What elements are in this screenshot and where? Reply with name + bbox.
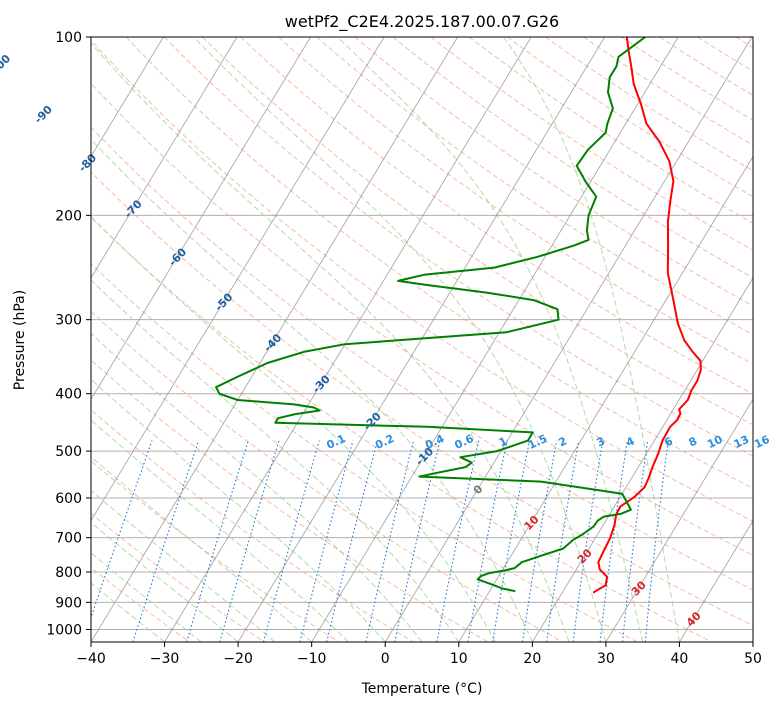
dry-adiabat-line [91, 171, 753, 627]
mixing-ratio-label: 16 [752, 433, 772, 451]
moist-adiabat-line [91, 378, 386, 642]
y-tick-label: 700 [55, 531, 82, 547]
moist-adiabat-line [91, 279, 460, 642]
y-tick-label: 900 [55, 595, 82, 611]
isotherm-line [91, 37, 164, 158]
x-tick-label: 50 [744, 651, 762, 667]
moist-adiabat-line [91, 419, 349, 642]
dry-adiabat-line [91, 126, 753, 591]
y-tick-label: 600 [55, 491, 82, 507]
dry-adiabats [91, 37, 753, 642]
mixing-ratio-line [186, 440, 249, 642]
dry-adiabat-line [316, 37, 753, 336]
dry-adiabat-line [354, 37, 753, 307]
isotherm-line [311, 37, 679, 642]
isotherm-line [458, 155, 753, 642]
mixing-ratio-line [299, 440, 354, 642]
mixing-ratio-line [622, 440, 649, 642]
mixing-ratio-line [521, 440, 558, 642]
moist-adiabat-line [91, 489, 276, 642]
plot-area [91, 37, 753, 642]
moist-adiabat-line [91, 138, 533, 642]
dry-adiabat-line [91, 310, 563, 642]
y-tick-label: 100 [55, 30, 82, 46]
y-tick-label: 200 [55, 208, 82, 224]
sounding-series [215, 37, 702, 594]
dry-adiabat-line [392, 37, 753, 279]
mixing-ratio-line [572, 440, 604, 642]
moist-adiabat-line [91, 521, 239, 642]
isobar-grid [91, 37, 753, 630]
mixing-ratio-line [365, 440, 415, 642]
x-tick-label: −30 [150, 651, 180, 667]
y-tick-label: 400 [55, 387, 82, 403]
mixing-ratio-line [546, 440, 580, 642]
mixing-ratio-label: 10 [705, 433, 725, 451]
isotherm-line [91, 37, 238, 279]
x-tick-label: −20 [223, 651, 253, 667]
x-axis: −40 −30 −20 −10 0 10 20 30 40 50 [76, 642, 762, 667]
dry-adiabat-line [91, 263, 638, 642]
isotherm-line [679, 519, 753, 642]
isotherm-line [91, 37, 459, 642]
mixing-ratio-lines [91, 440, 669, 642]
moist-adiabat-line [503, 37, 680, 642]
isotherm-grid [91, 37, 753, 642]
dry-adiabat-line [240, 37, 753, 395]
moist-adiabat-line [91, 215, 497, 642]
moist-adiabat-line [91, 332, 423, 642]
isotherm-line [605, 398, 753, 642]
isotherm-line [384, 37, 753, 642]
moist-adiabat-line [193, 37, 607, 642]
isotherm-line [91, 37, 385, 522]
dry-adiabat-line [583, 37, 753, 146]
dry-adiabat-line [91, 39, 753, 522]
mixing-ratio-line [599, 440, 628, 642]
x-axis-label: Temperature (°C) [361, 681, 483, 697]
dry-adiabat-line [125, 37, 753, 489]
x-tick-label: 40 [671, 651, 689, 667]
moist-adiabat-line [91, 42, 570, 642]
moist-adiabats [91, 37, 680, 642]
moist-adiabat-line [91, 552, 202, 642]
y-axis-label: Pressure (hPa) [12, 290, 28, 390]
dry-adiabat-line [91, 82, 753, 556]
mixing-ratio-line [219, 440, 280, 642]
x-tick-label: −40 [76, 651, 106, 667]
mixing-ratio-line [436, 440, 480, 642]
x-tick-label: 20 [523, 651, 541, 667]
isotherm-line [91, 37, 311, 401]
dry-adiabat-line [506, 37, 753, 198]
y-tick-label: 800 [55, 565, 82, 581]
temperature-line [592, 37, 702, 594]
x-tick-label: 10 [450, 651, 468, 667]
mixing-ratio-line [467, 440, 508, 642]
y-axis: 100 200 300 400 500 600 700 800 900 1000 [46, 30, 91, 638]
dry-adiabat-line [430, 37, 753, 251]
dry-adiabat-line [91, 409, 414, 642]
moist-adiabat-line [91, 582, 165, 642]
y-tick-label: 500 [55, 444, 82, 460]
dry-adiabat-line [164, 37, 753, 457]
plot-frame [90, 36, 754, 643]
chart-title: wetPf2_C2E4.2025.187.00.07.G26 [285, 12, 559, 32]
isotherm-line [531, 276, 753, 642]
mixing-ratio-line [492, 440, 531, 642]
y-tick-label: 300 [55, 313, 82, 329]
y-tick-label: 1000 [46, 622, 82, 638]
mixing-ratio-line [262, 440, 320, 642]
x-tick-label: 0 [381, 651, 390, 667]
isotherm-line [164, 37, 532, 642]
mixing-ratio-line [326, 440, 379, 642]
dewpoint-line [215, 37, 646, 593]
x-tick-label: 30 [597, 651, 615, 667]
mixing-ratio-label: 13 [732, 433, 751, 451]
mixing-ratio-line [644, 440, 669, 642]
x-tick-label: −10 [297, 651, 327, 667]
